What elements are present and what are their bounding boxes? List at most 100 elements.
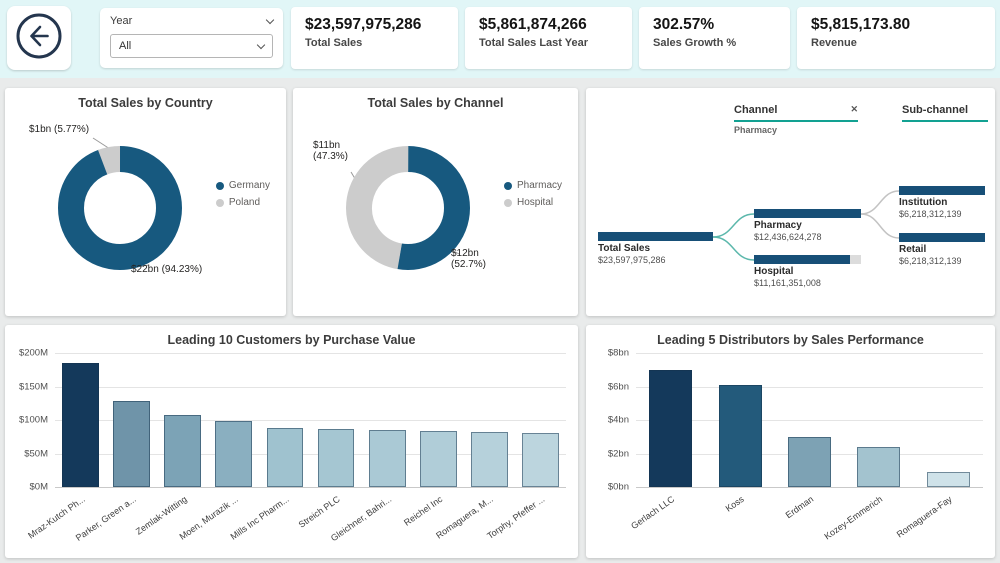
tree-node-label: Total Sales: [598, 243, 651, 254]
tree-node-institution[interactable]: Institution $6,218,312,139: [899, 186, 985, 219]
close-icon[interactable]: ✕: [850, 104, 858, 114]
bar-slot: [157, 353, 208, 487]
donut-chart-channel: [346, 146, 470, 270]
slicer-title: Year: [110, 15, 133, 27]
bar-torphy-pfeffer[interactable]: [522, 433, 559, 487]
y-axis-tick: $8bn: [607, 347, 629, 359]
kpi-label: Total Sales Last Year: [479, 37, 589, 49]
back-arrow-icon: [14, 11, 64, 66]
kpi-strip: $23,597,975,286 Total Sales $5,861,874,2…: [291, 7, 995, 69]
y-axis-tick: $2bn: [607, 448, 629, 459]
data-label-pharmacy: $12bn (52.7%): [451, 248, 487, 270]
bar-slot: [914, 353, 983, 487]
sales-by-country-panel: Total Sales by Country $1bn (5.77%) $22b…: [5, 88, 286, 316]
back-button[interactable]: [7, 6, 71, 70]
decomposition-tree-panel: Channel ✕ Pharmacy Sub-channel Total Sal…: [586, 88, 995, 316]
bar-romaguera-fay[interactable]: [926, 471, 970, 487]
kpi-card-revenue: $5,815,173.80 Revenue: [797, 7, 995, 69]
donut-slice-poland[interactable]: [57, 145, 183, 271]
legend-item-pharmacy[interactable]: Pharmacy: [503, 180, 562, 191]
bar-parker-green-a[interactable]: [113, 401, 151, 487]
year-dropdown[interactable]: All: [110, 34, 273, 58]
bar-slot: [55, 353, 106, 487]
legend-item-hospital[interactable]: Hospital: [503, 197, 562, 208]
x-axis-label: Koss: [723, 494, 746, 514]
tree-node-hospital[interactable]: Hospital $11,161,351,008: [754, 255, 861, 288]
plot-area: [636, 353, 983, 488]
bar-romaguera-m[interactable]: [470, 432, 508, 487]
bar-kozey-emmerich[interactable]: [857, 446, 901, 487]
y-axis-tick: $4bn: [607, 414, 629, 426]
bar-gerlach-llc[interactable]: [649, 369, 693, 487]
tree-node-bar-fill: [754, 255, 850, 264]
tree-node-bar: [598, 232, 713, 241]
bar-streich-plc[interactable]: [317, 429, 355, 487]
kpi-value: 302.57%: [653, 16, 715, 33]
bar-zemlak-witting[interactable]: [164, 414, 202, 487]
tree-node-total-sales[interactable]: Total Sales $23,597,975,286: [598, 232, 713, 265]
tree-node-bar-fill: [899, 233, 985, 242]
chevron-down-icon: [256, 40, 266, 49]
legend-label: Pharmacy: [516, 180, 562, 191]
callout-line: [92, 137, 111, 150]
legend-label: Poland: [228, 197, 261, 208]
legend-item-poland[interactable]: Poland: [215, 197, 270, 208]
bar-koss[interactable]: [718, 384, 762, 487]
donut-chart-country: [57, 137, 183, 271]
legend-label: Germany: [228, 180, 270, 191]
x-axis: Gerlach LLC Koss Erdman Kozey-Emmerich Romag…: [629, 490, 983, 558]
chart-title: Total Sales by Country: [78, 96, 213, 110]
x-axis-cell: Romaguera-Fay: [895, 490, 983, 558]
tree-node-label: Pharmacy: [754, 220, 802, 231]
bar-mraz-kutch-ph[interactable]: [62, 363, 99, 487]
bar-gleichner-bahri[interactable]: [368, 430, 406, 487]
y-axis-tick: $6bn: [607, 381, 629, 392]
plot-area: [55, 353, 566, 488]
bars: [55, 353, 566, 487]
legend: Germany Poland: [215, 180, 270, 208]
gridline: [636, 386, 983, 388]
kpi-card-total-sales: $23,597,975,286 Total Sales: [291, 7, 458, 69]
gridline: [636, 487, 983, 488]
chart-title: Total Sales by Channel: [367, 96, 504, 110]
bar-slot: [106, 353, 157, 487]
bar-slot: [844, 353, 913, 487]
tree-node-label: Institution: [899, 197, 948, 208]
legend-item-germany[interactable]: Germany: [215, 180, 270, 191]
y-axis-tick: $0M: [29, 481, 48, 493]
chevron-down-icon[interactable]: [265, 15, 275, 24]
level-underline: [734, 120, 858, 122]
tree-node-label: Retail: [899, 244, 927, 255]
kpi-label: Total Sales: [305, 37, 363, 49]
tree-level-sub-channel: Sub-channel: [902, 104, 988, 122]
x-axis-cell: Torphy, Pfeffer ...: [485, 490, 566, 558]
gridline: [55, 487, 566, 488]
legend-label: Hospital: [516, 197, 554, 208]
selected-value: Pharmacy: [734, 125, 778, 135]
level-header-label[interactable]: Sub-channel: [902, 104, 969, 116]
bar-erdman[interactable]: [788, 436, 832, 487]
tree-node-pharmacy[interactable]: Pharmacy $12,436,624,278: [754, 209, 861, 242]
bar-slot: [775, 353, 844, 487]
tree-node-bar: [899, 186, 985, 195]
tree-node-bar-fill: [754, 209, 861, 218]
tree-node-retail[interactable]: Retail $6,218,312,139: [899, 233, 985, 266]
bar-mills-inc-pharm[interactable]: [266, 428, 304, 487]
bar-slot: [413, 353, 464, 487]
kpi-value: $23,597,975,286: [305, 16, 422, 33]
bar-slot: [515, 353, 566, 487]
x-axis-label: Gerlach LLC: [629, 494, 677, 532]
bar-slot: [636, 353, 705, 487]
level-header-label[interactable]: Channel: [734, 104, 778, 116]
bar-moen-murazik[interactable]: [215, 421, 253, 487]
donut-slice-germany[interactable]: [58, 146, 182, 270]
gridline: [55, 386, 566, 388]
year-dropdown-value: All: [119, 40, 132, 52]
tree-nodes: Total Sales $23,597,975,286 Pharmacy $12,43…: [586, 88, 995, 316]
tree-node-value: $11,161,351,008: [754, 278, 821, 288]
tree-node-bar-fill: [899, 186, 985, 195]
x-axis-label: Erdman: [783, 494, 816, 521]
bar-reichel-inc[interactable]: [419, 430, 457, 487]
tree-connectors: [712, 190, 900, 261]
